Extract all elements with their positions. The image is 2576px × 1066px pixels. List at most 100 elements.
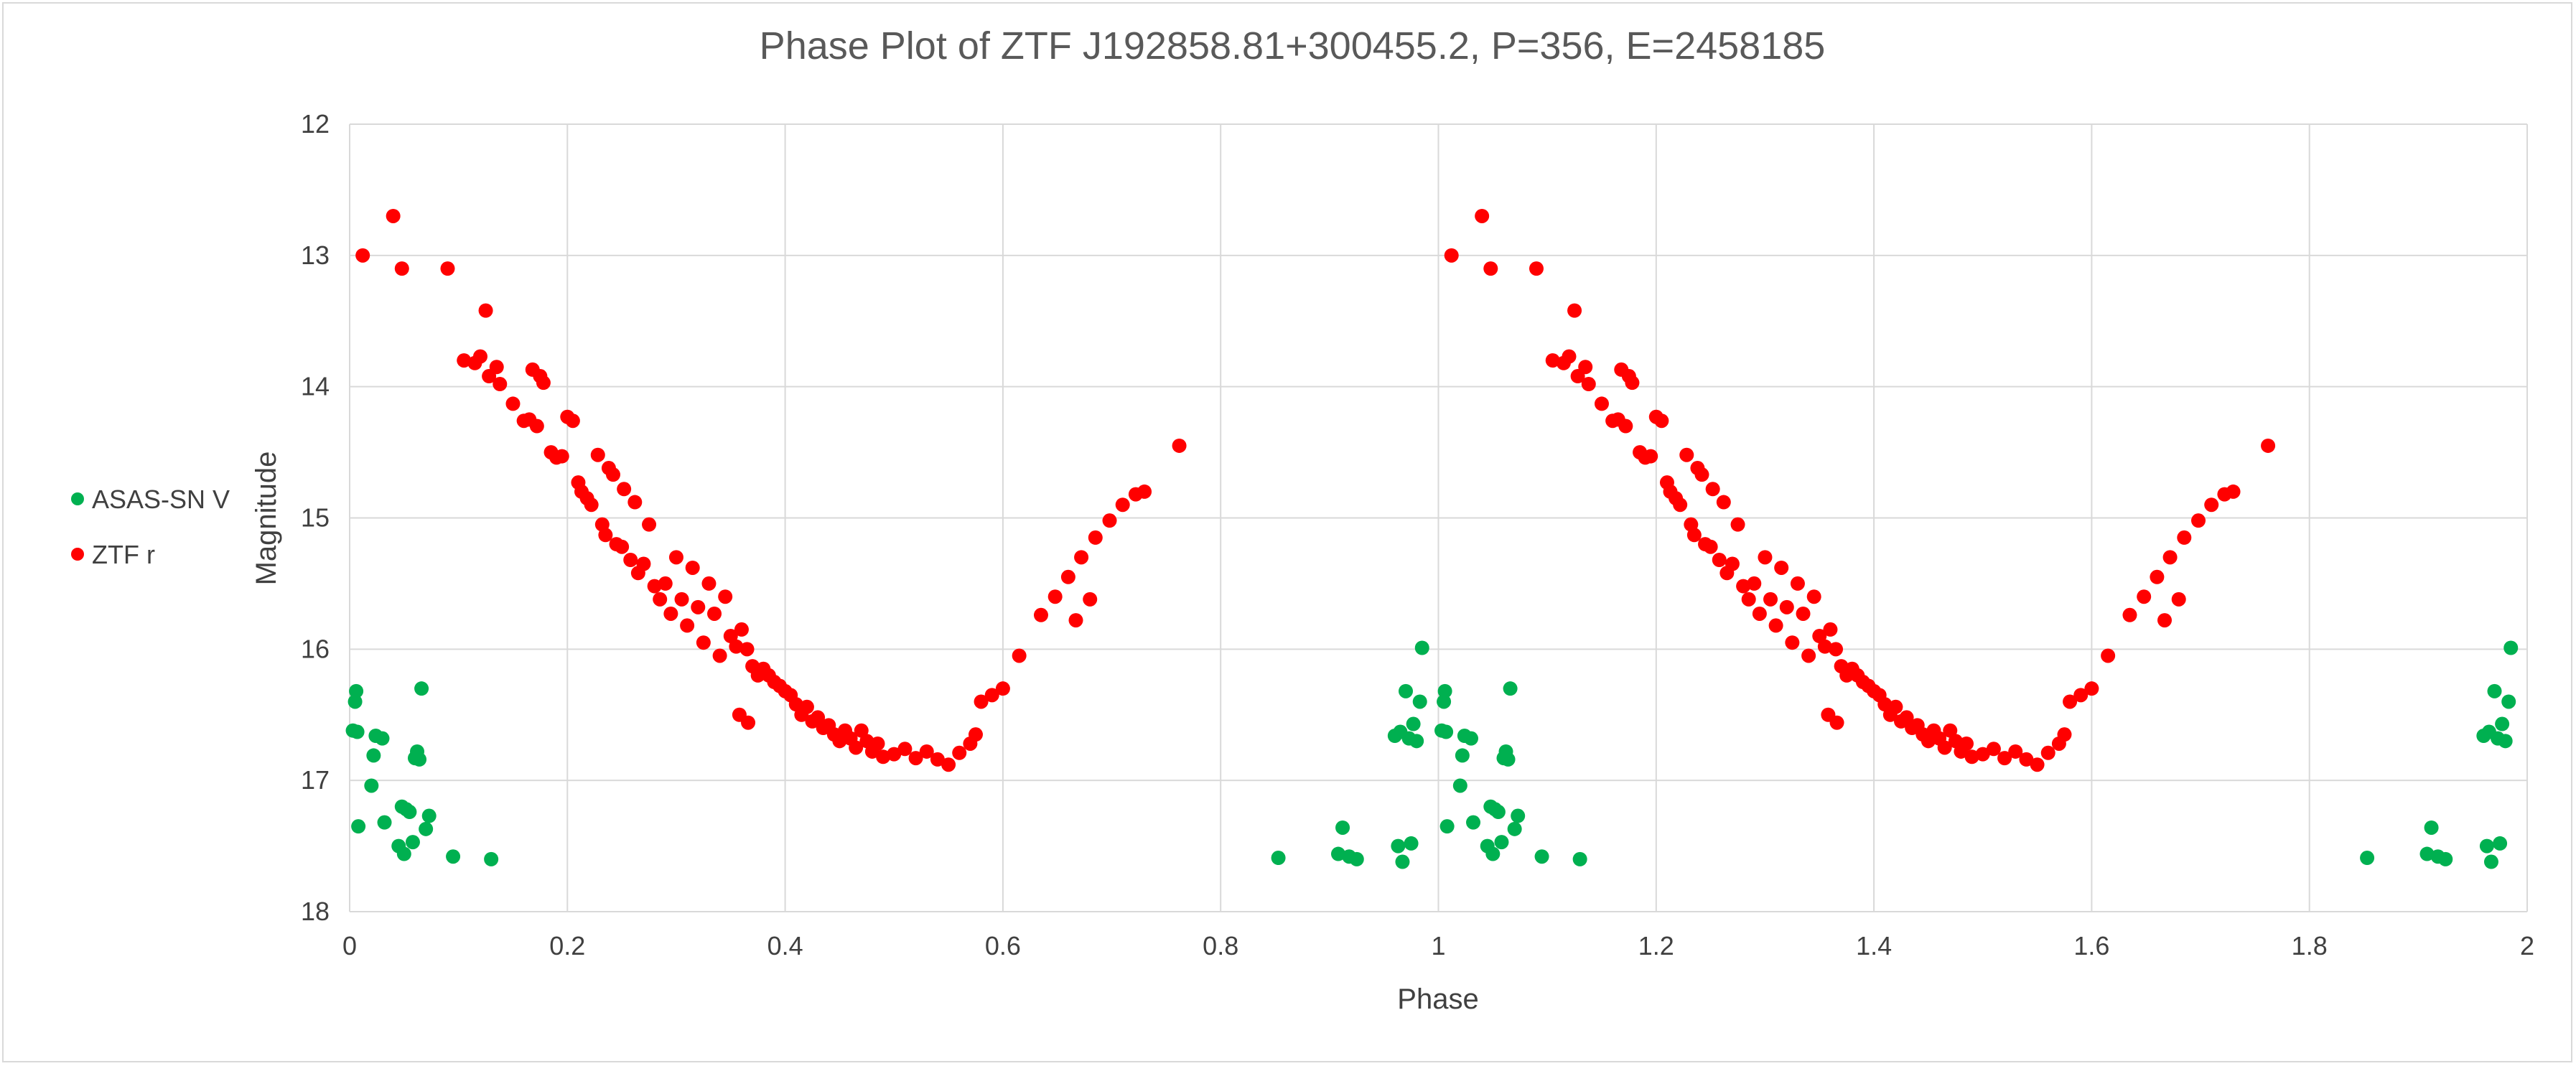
point-ztf-r [590,447,605,462]
point-ztf-r [1736,579,1751,594]
point-asas-sn-v [2495,716,2510,731]
point-ztf-r [605,467,620,482]
point-ztf-r [1567,303,1582,318]
point-ztf-r [696,635,711,650]
point-ztf-r [1829,715,1844,730]
point-ztf-r [478,303,493,318]
point-ztf-r [440,261,455,276]
point-ztf-r [1997,751,2012,766]
point-ztf-r [1694,467,1709,482]
point-ztf-r [2073,688,2089,703]
point-ztf-r [984,688,999,703]
point-ztf-r [1785,635,1800,650]
point-ztf-r [386,208,401,223]
point-ztf-r [1774,560,1789,575]
point-asas-sn-v [1463,731,1478,746]
point-asas-sn-v [414,681,429,696]
point-ztf-r [565,413,580,429]
point-ztf-r [930,752,945,767]
point-ztf-r [1763,592,1778,607]
point-ztf-r [2040,745,2055,760]
point-ztf-r [1790,576,1805,591]
point-ztf-r [739,642,755,657]
legend-marker-asas-sn-v [71,492,84,505]
point-ztf-r [663,606,678,621]
point-asas-sn-v [2424,820,2439,835]
point-ztf-r [849,740,864,755]
point-ztf-r [355,248,370,263]
point-ztf-r [1964,749,1979,765]
x-tick-label: 1.4 [1856,931,1892,960]
point-ztf-r [2063,694,2078,709]
point-ztf-r [1705,482,1720,497]
point-asas-sn-v [347,694,363,709]
x-tick-label: 0 [342,931,357,960]
point-asas-sn-v [2419,846,2435,861]
point-ztf-r [2191,513,2206,528]
point-asas-sn-v [2501,694,2516,709]
point-ztf-r [1725,556,1740,571]
point-ztf-r [1806,589,1821,604]
point-ztf-r [1959,736,1974,751]
x-tick-label: 0.4 [767,931,803,960]
point-asas-sn-v [1412,694,1427,709]
point-ztf-r [2204,497,2219,513]
point-ztf-r [1047,589,1063,604]
point-ztf-r [668,550,683,565]
x-tick-label: 0.8 [1203,931,1238,960]
point-ztf-r [1673,497,1688,513]
point-ztf-r [1083,592,1098,607]
point-ztf-r [799,699,814,714]
point-ztf-r [2084,681,2099,696]
y-tick-label: 15 [301,503,330,533]
point-ztf-r [1686,528,1702,543]
point-ztf-r [1703,539,1718,554]
point-asas-sn-v [2438,851,2453,866]
point-ztf-r [1562,349,1577,364]
point-ztf-r [729,639,744,654]
point-ztf-r [584,497,599,513]
point-asas-sn-v [350,724,365,739]
point-ztf-r [1545,353,1560,368]
legend: ASAS-SN V ZTF r [71,485,230,569]
point-asas-sn-v [405,835,420,850]
point-ztf-r [1741,592,1756,607]
point-ztf-r [876,749,891,765]
point-ztf-r [493,377,508,392]
point-ztf-r [952,745,967,760]
x-tick-label: 2 [2520,931,2534,960]
point-ztf-r [734,622,749,637]
point-ztf-r [897,742,913,757]
point-ztf-r [1716,495,1731,510]
point-ztf-r [1975,747,1990,762]
point-ztf-r [472,349,487,364]
point-asas-sn-v [1494,835,1509,850]
point-asas-sn-v [351,819,366,834]
point-asas-sn-v [366,748,381,763]
point-ztf-r [457,353,472,368]
point-ztf-r [653,592,668,607]
point-asas-sn-v [2360,851,2375,866]
point-ztf-r [2030,757,2045,772]
point-ztf-r [2177,530,2192,545]
point-asas-sn-v [1439,724,1454,739]
point-ztf-r [2157,613,2173,628]
point-ztf-r [691,599,706,614]
legend-marker-ztf-r [71,548,84,561]
legend-label-asas-sn-v: ASAS-SN V [92,485,230,514]
y-tick-label: 13 [301,240,330,270]
y-tick-label: 12 [301,109,330,139]
point-ztf-r [1060,569,1075,584]
point-ztf-r [1618,419,1633,434]
point-ztf-r [1102,513,1117,528]
point-asas-sn-v [421,808,437,823]
point-asas-sn-v [1409,734,1424,749]
point-ztf-r [623,553,638,568]
x-tick-label: 1.8 [2292,931,2328,960]
point-ztf-r [2150,569,2165,584]
point-ztf-r [2171,592,2186,607]
point-ztf-r [680,618,695,633]
point-ztf-r [674,592,689,607]
point-asas-sn-v [1406,716,1421,731]
point-asas-sn-v [1271,851,1286,866]
